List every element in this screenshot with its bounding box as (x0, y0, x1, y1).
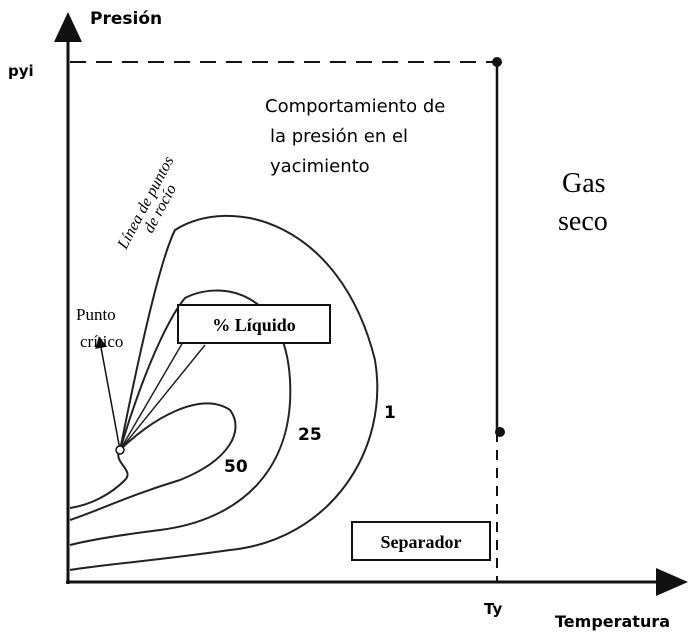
curve-25 (69, 289, 292, 546)
curve-label: 50 (224, 457, 248, 477)
curve-label: 1 (384, 403, 396, 423)
liquid-label: % Líquido (212, 315, 296, 335)
curve-1 (69, 214, 379, 571)
x-mark: Ty (484, 600, 502, 618)
curve-inner (69, 449, 129, 509)
separator-box (351, 521, 491, 561)
curve-50 (69, 402, 237, 521)
critical-point (115, 445, 125, 455)
annotation-line: yacimiento (270, 156, 370, 177)
point (495, 427, 505, 437)
critical-arrow (95, 336, 121, 451)
x-label: Temperatura (555, 612, 670, 631)
region-label: Gas (562, 168, 606, 199)
fan-line (119, 329, 191, 451)
y-label: Presión (90, 9, 162, 29)
critical-label: crítico (80, 332, 123, 351)
annotation: Comportamiento de la presión en el yacim… (265, 96, 451, 177)
curve-label: 25 (298, 425, 322, 445)
fan-line (119, 344, 206, 451)
liquid-box (177, 304, 331, 344)
x-arrow (656, 568, 688, 596)
y-arrow (54, 12, 82, 42)
separator-label: Separador (381, 532, 462, 552)
y-mark: pyi (8, 62, 34, 80)
critical-label: Punto (76, 305, 116, 324)
point (492, 57, 502, 67)
annotation-line: la presión en el (270, 126, 408, 147)
annotation-line: Comportamiento de (265, 96, 445, 117)
region-label: seco (558, 206, 608, 237)
